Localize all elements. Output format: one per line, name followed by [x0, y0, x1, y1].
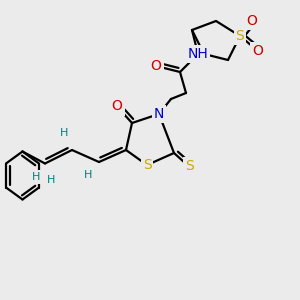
Text: S: S — [236, 29, 244, 43]
Text: H: H — [84, 170, 93, 181]
Text: N: N — [154, 107, 164, 121]
Text: NH: NH — [188, 47, 208, 61]
Text: S: S — [142, 158, 152, 172]
Text: O: O — [253, 44, 263, 58]
Text: O: O — [151, 59, 161, 73]
Text: H: H — [32, 172, 40, 182]
Text: H: H — [47, 175, 55, 185]
Text: H: H — [60, 128, 69, 139]
Text: O: O — [247, 14, 257, 28]
Text: O: O — [112, 100, 122, 113]
Text: S: S — [184, 160, 194, 173]
